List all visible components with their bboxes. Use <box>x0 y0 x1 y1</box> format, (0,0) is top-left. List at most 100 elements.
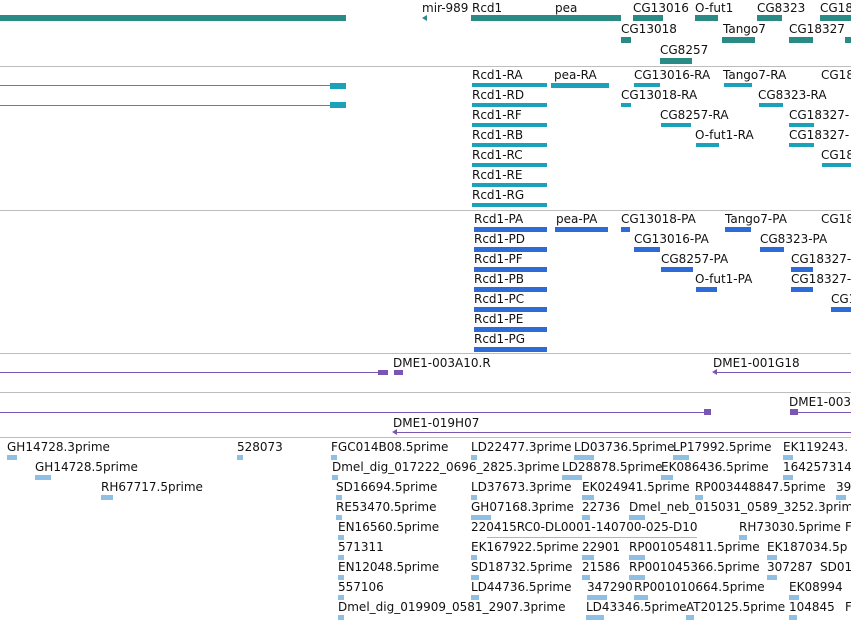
transcript-label[interactable]: CG13018-RA <box>621 88 698 102</box>
est-label[interactable]: LP17992.5prime <box>673 440 772 454</box>
transcript-label[interactable]: Rcd1-RC <box>472 148 523 162</box>
transcript-glyph[interactable] <box>472 103 547 107</box>
est-label[interactable]: 39 <box>836 480 851 494</box>
clone-label[interactable]: DME1-001G18 <box>713 356 800 370</box>
est-glyph[interactable] <box>338 575 344 580</box>
transcript-glyph[interactable] <box>661 123 691 127</box>
est-glyph[interactable] <box>789 595 799 600</box>
est-glyph[interactable] <box>686 615 694 620</box>
est-glyph[interactable] <box>471 495 477 500</box>
est-label[interactable]: RP003448847.5prime <box>695 480 826 494</box>
transcript-label[interactable]: CG18 <box>821 68 851 82</box>
est-label[interactable]: RH67717.5prime <box>101 480 203 494</box>
est-label[interactable]: AT20125.5prime <box>686 600 786 614</box>
est-label[interactable]: LD37673.3prime <box>471 480 572 494</box>
cds-label[interactable]: CG8323-PA <box>760 232 828 246</box>
est-glyph[interactable] <box>338 555 344 560</box>
est-label[interactable]: EK08994 <box>789 580 843 594</box>
est-label[interactable]: 220415RC0-DL0001-140700-025-D10 <box>471 520 698 534</box>
transcript-label[interactable]: Rcd1-RE <box>472 168 523 182</box>
transcript-label[interactable]: Rcd1-RB <box>472 128 524 142</box>
est-glyph[interactable] <box>629 555 645 560</box>
est-glyph[interactable] <box>582 515 590 520</box>
gene-label[interactable]: CG18 <box>820 1 851 15</box>
cds-label[interactable]: pea-PA <box>556 212 598 226</box>
est-glyph[interactable] <box>783 475 793 480</box>
est-label[interactable]: 347290 <box>587 580 633 594</box>
cds-glyph[interactable] <box>725 227 751 232</box>
cds-label[interactable]: O-fut1-PA <box>695 272 753 286</box>
cds-label[interactable]: CG18327- <box>791 272 851 286</box>
transcript-label[interactable]: pea-RA <box>554 68 597 82</box>
cds-label[interactable]: Rcd1-PF <box>474 252 523 266</box>
transcript-glyph[interactable] <box>472 123 547 127</box>
gene-bar[interactable] <box>845 37 851 43</box>
est-glyph[interactable] <box>35 475 51 480</box>
est-glyph[interactable] <box>836 495 846 500</box>
gene-label[interactable]: CG13018 <box>621 22 677 36</box>
est-glyph[interactable] <box>332 475 338 480</box>
gene-bar[interactable] <box>633 15 663 21</box>
transcript-label[interactable]: CG13016-RA <box>634 68 711 82</box>
est-label[interactable]: EK119243. <box>783 440 849 454</box>
est-glyph[interactable] <box>471 455 477 460</box>
transcript-label[interactable]: Rcd1-RD <box>472 88 525 102</box>
gene-bar[interactable] <box>757 15 782 21</box>
gene-bar[interactable] <box>820 15 851 21</box>
cds-glyph[interactable] <box>760 247 784 252</box>
gene-bar[interactable] <box>660 58 692 64</box>
gene-label[interactable]: pea <box>555 1 578 15</box>
est-glyph[interactable] <box>471 555 477 560</box>
exon-block[interactable] <box>330 102 346 108</box>
clone-end[interactable] <box>704 409 711 415</box>
est-glyph[interactable] <box>338 535 344 540</box>
clone-end[interactable] <box>394 370 403 375</box>
cds-glyph[interactable] <box>474 287 547 292</box>
cds-glyph[interactable] <box>791 287 813 292</box>
clone-end[interactable] <box>790 409 798 415</box>
cds-label[interactable]: Rcd1-PA <box>474 212 524 226</box>
cds-glyph[interactable] <box>474 227 547 232</box>
cds-glyph[interactable] <box>661 267 693 272</box>
est-label[interactable]: 557106 <box>338 580 384 594</box>
cds-label[interactable]: CG1 <box>831 292 851 306</box>
cds-label[interactable]: CG13016-PA <box>634 232 709 246</box>
cds-glyph[interactable] <box>474 327 547 332</box>
est-glyph[interactable] <box>331 455 337 460</box>
transcript-glyph[interactable] <box>789 143 814 147</box>
cds-label[interactable]: Rcd1-PC <box>474 292 525 306</box>
cds-glyph[interactable] <box>791 267 813 272</box>
est-glyph[interactable] <box>586 615 604 620</box>
est-glyph[interactable] <box>471 595 479 600</box>
cds-label[interactable]: Rcd1-PB <box>474 272 524 286</box>
est-glyph[interactable] <box>634 595 648 600</box>
cds-glyph[interactable] <box>474 347 547 352</box>
transcript-glyph[interactable] <box>551 83 609 88</box>
est-label[interactable]: FGC014B08.5prime <box>331 440 449 454</box>
est-label[interactable]: 307287 <box>767 560 813 574</box>
cds-label[interactable]: CG8257-PA <box>661 252 729 266</box>
clone-label[interactable]: DME1-019H07 <box>393 416 480 430</box>
gene-label[interactable]: CG13016 <box>633 1 689 15</box>
gene-label[interactable]: CG18327 <box>789 22 845 36</box>
transcript-glyph[interactable] <box>696 143 719 147</box>
est-glyph[interactable] <box>767 575 777 580</box>
clone-label[interactable]: DME1-003 <box>789 395 851 409</box>
est-glyph[interactable] <box>582 495 594 500</box>
gene-label[interactable]: Tango7 <box>723 22 766 36</box>
transcript-label[interactable]: Rcd1-RF <box>472 108 522 122</box>
cds-glyph[interactable] <box>831 307 851 312</box>
est-label[interactable]: SD01 <box>820 560 851 574</box>
est-label[interactable]: 22901 <box>582 540 621 554</box>
est-glyph[interactable] <box>487 537 697 538</box>
est-glyph[interactable] <box>338 615 344 620</box>
transcript-glyph[interactable] <box>789 123 814 127</box>
gene-bar[interactable] <box>0 15 346 21</box>
gene-bar[interactable] <box>471 15 621 21</box>
est-glyph[interactable] <box>237 455 243 460</box>
cds-label[interactable]: Tango7-PA <box>725 212 787 226</box>
est-glyph[interactable] <box>574 455 594 460</box>
est-glyph[interactable] <box>695 495 703 500</box>
est-glyph[interactable] <box>562 475 582 480</box>
transcript-glyph[interactable] <box>472 203 547 207</box>
